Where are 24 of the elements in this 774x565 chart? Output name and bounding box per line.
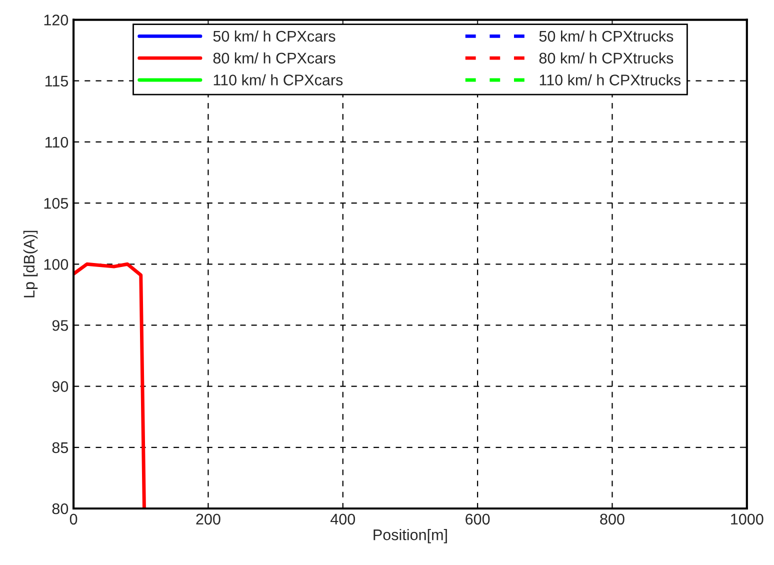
x-axis-title: Position[m] [374, 528, 447, 544]
y-tick-label: 110 [45, 136, 68, 148]
line-series [74, 262, 146, 508]
y-tick-label: 115 [45, 76, 68, 87]
legend-label: 50 km/ h CPXtrucks [539, 30, 674, 42]
legend-label: 80 km/ h CPXtrucks [539, 52, 674, 64]
y-tick-label: 95 [52, 320, 68, 331]
y-axis-title: Lp [dB(A)] [23, 230, 38, 298]
x-tick-label: 800 [600, 514, 624, 525]
x-tick-label: 400 [330, 514, 356, 525]
y-tick-label: 105 [44, 198, 68, 209]
y-tick-label: 90 [52, 381, 68, 392]
y-tick-label: 100 [44, 259, 68, 270]
x-tick-label: 200 [196, 514, 220, 525]
y-tick-label: 85 [52, 442, 68, 454]
legend-label: 80 km/ h CPXcars [213, 52, 336, 64]
legend-label: 50 km/ h CPXcars [213, 30, 336, 42]
legend-label: 110 km/ h CPXtrucks [540, 74, 681, 86]
y-tick-label: 80 [52, 503, 68, 514]
x-tick-label: 600 [466, 514, 490, 525]
y-tick-label: 120 [44, 14, 68, 26]
legend-label: 110 km/ h CPXcars [214, 74, 343, 86]
x-tick-label: 1000 [731, 514, 764, 525]
x-tick-label: 0 [70, 514, 78, 525]
